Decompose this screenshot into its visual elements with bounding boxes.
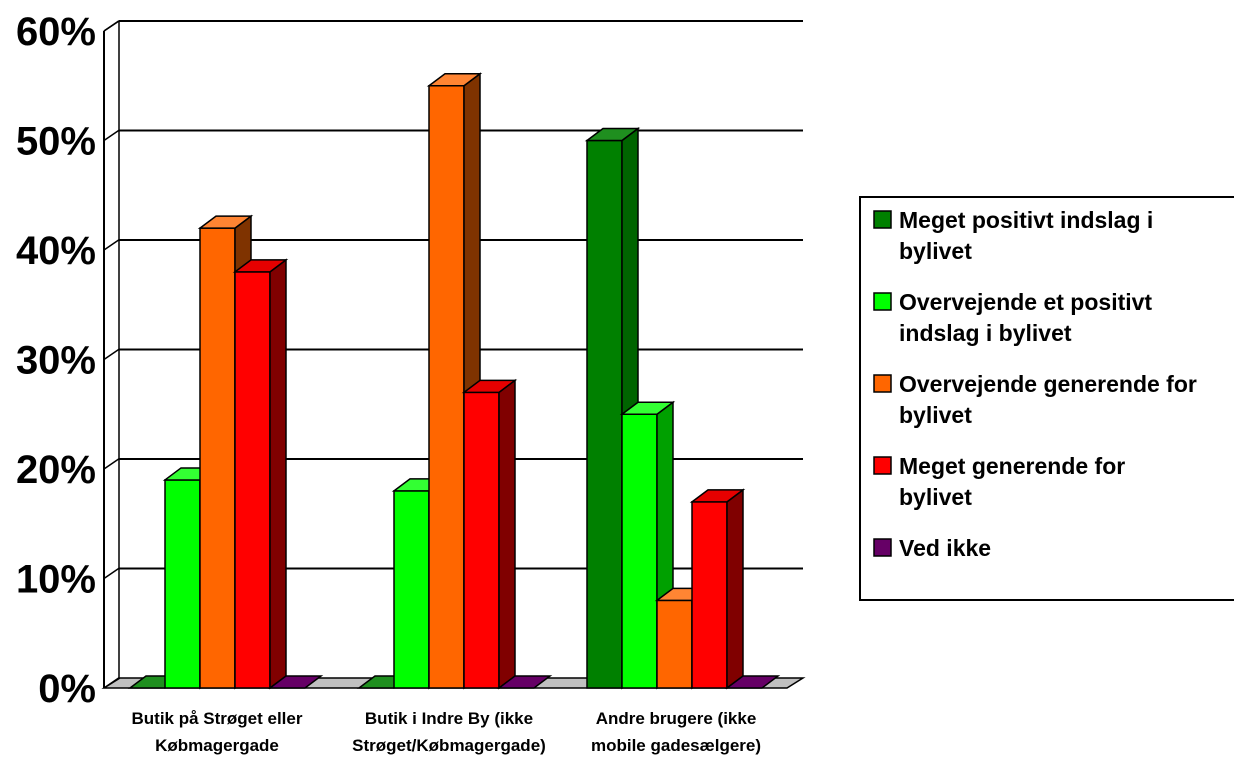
legend-item: Meget generende for bylivet — [873, 453, 1125, 510]
legend-label-line: Overvejende et positivt — [899, 289, 1152, 315]
bar-front — [164, 479, 201, 689]
x-category-label-line: Strøget/Købmagergade) — [352, 736, 546, 755]
legend-swatch — [873, 210, 892, 229]
bar-front — [656, 599, 693, 689]
legend-label-line: Meget generende for — [899, 453, 1125, 479]
legend-layer: Meget positivt indslag i bylivetOvervejen… — [859, 196, 1234, 601]
bar-front — [428, 85, 465, 689]
legend-label-line: bylivet — [899, 484, 972, 510]
bar-top — [461, 379, 518, 394]
legend-box — [859, 196, 1234, 601]
legend-label: Meget generende for bylivet — [899, 453, 1125, 510]
legend-label: Overvejende generende for bylivet — [899, 371, 1197, 428]
bar-top — [426, 73, 483, 87]
x-category-label: Butik i Indre By (ikke Strøget/Købmagerga… — [352, 709, 546, 755]
x-category-label-line: Andre brugere (ikke — [596, 709, 757, 728]
x-category-label: Butik på Strøget eller Købmagergade — [132, 709, 303, 755]
bar-front — [586, 139, 623, 689]
y-tick-label: 60% — [16, 10, 96, 54]
legend-item: Meget positivt indslag i bylivet — [873, 207, 1153, 264]
bar — [689, 488, 746, 690]
gridline-side — [103, 239, 120, 251]
legend-swatch — [873, 456, 892, 475]
legend-item: Ved ikke — [873, 535, 991, 561]
gridline-side — [103, 567, 120, 580]
bar-top — [584, 127, 641, 142]
y-tick-label: 40% — [16, 229, 96, 273]
bar — [461, 378, 518, 690]
bar-front — [199, 227, 236, 689]
bars-layer — [127, 72, 781, 690]
legend-label-line: indslag i bylivet — [899, 320, 1072, 346]
x-category-label-line: mobile gadesælgere) — [591, 736, 761, 755]
y-tick-label: 10% — [16, 558, 96, 602]
legend-label-line: bylivet — [899, 402, 972, 428]
legend-label-line: Ved ikke — [899, 535, 991, 561]
bar-top — [232, 259, 289, 273]
legend-item: Overvejende et positivt indslag i bylivet — [873, 289, 1152, 346]
bar-front — [691, 501, 728, 689]
legend-label: Ved ikke — [899, 535, 991, 561]
legend-swatch — [873, 292, 892, 311]
y-axis-top — [103, 20, 120, 32]
bar-top — [197, 215, 254, 229]
legend-label-line: bylivet — [899, 238, 972, 264]
bar-front — [463, 391, 500, 689]
x-category-label-line: Butik i Indre By (ikke — [365, 709, 533, 728]
legend-swatch — [873, 374, 892, 393]
legend-label: Meget positivt indslag i bylivet — [899, 207, 1153, 264]
bar-top — [689, 489, 746, 503]
bar — [496, 675, 553, 689]
bar-top — [267, 675, 324, 689]
bar-front — [234, 271, 271, 689]
y-tick-label: 50% — [16, 120, 96, 164]
axis-layer — [103, 20, 120, 688]
x-category-label-line: Butik på Strøget eller — [132, 709, 303, 728]
legend-label: Overvejende et positivt indslag i bylivet — [899, 289, 1152, 346]
bar-top — [724, 675, 781, 689]
x-category-label-line: Købmagergade — [155, 736, 279, 755]
legend-label-line: Meget positivt indslag i — [899, 207, 1153, 233]
labels-layer: 0% 10% 20% 30% 40% 50% 60% Butik på Strøget ell… — [16, 10, 761, 755]
bar-front — [393, 490, 430, 689]
legend-item: Overvejende generende for bylivet — [873, 371, 1197, 428]
bar-side — [498, 378, 516, 690]
bar-top — [619, 401, 676, 415]
gridline-side — [103, 348, 120, 361]
bar — [267, 675, 324, 689]
y-tick-label: 30% — [16, 339, 96, 383]
bar-side — [269, 258, 287, 690]
bar — [232, 258, 289, 690]
bar-side — [726, 488, 744, 690]
bar-top — [496, 675, 553, 689]
bar — [724, 675, 781, 689]
y-tick-label: 20% — [16, 448, 96, 492]
legend-label-line: Overvejende generende for — [899, 371, 1197, 397]
y-tick-label: 0% — [38, 667, 96, 711]
gridline-side — [103, 129, 120, 142]
x-category-label: Andre brugere (ikke mobile gadesælgere) — [591, 709, 761, 755]
gridline-side — [103, 458, 120, 470]
legend-swatch — [873, 538, 892, 557]
bar-front — [621, 413, 658, 689]
